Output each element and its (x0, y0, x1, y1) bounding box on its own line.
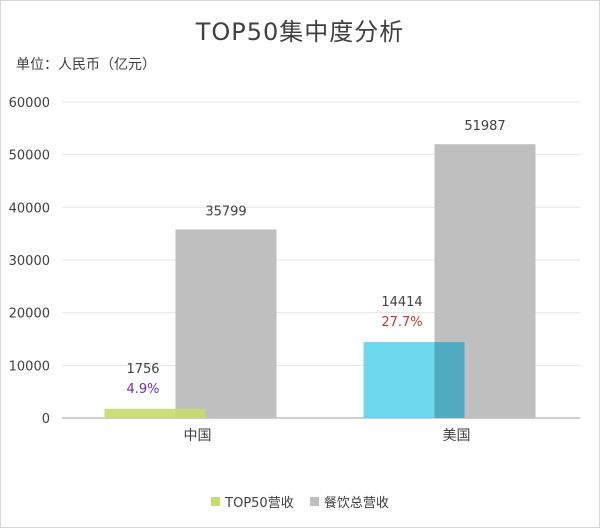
y-tick-label: 40000 (9, 201, 50, 216)
legend-swatch-top50 (211, 497, 221, 506)
y-tick-label: 50000 (9, 149, 50, 164)
bar-overlap-region (434, 342, 465, 418)
legend-item-top50: TOP50营收 (211, 492, 294, 511)
bar-total (175, 229, 277, 418)
y-tick-label: 60000 (9, 96, 50, 111)
data-label-top50: 1756 (126, 362, 159, 377)
legend-label-total: 餐饮总营收 (323, 496, 389, 511)
share-annotation: 27.7% (381, 315, 422, 330)
legend-swatch-total (309, 497, 319, 506)
y-tick-label: 0 (42, 412, 50, 427)
legend-item-total: 餐饮总营收 (309, 492, 389, 511)
data-label-total: 51987 (464, 119, 505, 134)
y-tick-label: 30000 (9, 254, 50, 269)
share-annotation: 4.9% (126, 382, 159, 397)
data-label-top50: 14414 (381, 295, 422, 310)
x-category-label: 中国 (184, 428, 212, 444)
x-category-label: 美国 (443, 428, 471, 444)
chart-title: TOP50集中度分析 (195, 18, 405, 46)
legend: TOP50营收 餐饮总营收 (0, 492, 600, 511)
y-tick-label: 20000 (9, 307, 50, 322)
bar-top50 (104, 408, 206, 418)
y-tick-label: 10000 (9, 359, 50, 374)
unit-label: 单位：人民币（亿元） (16, 57, 156, 73)
legend-label-top50: TOP50营收 (225, 496, 294, 511)
data-label-total: 35799 (205, 204, 246, 219)
